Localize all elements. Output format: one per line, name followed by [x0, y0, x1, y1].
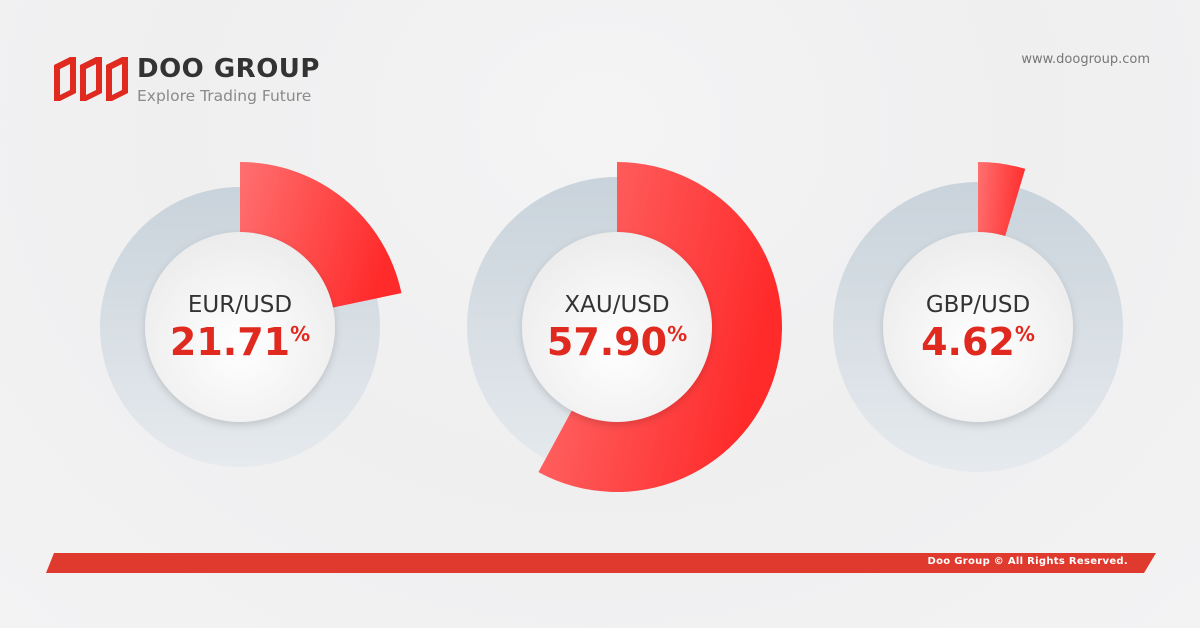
donut-center — [522, 232, 712, 422]
donut-center — [883, 232, 1073, 422]
brand-tagline: Explore Trading Future — [137, 87, 312, 105]
copyright-text: Doo Group © All Rights Reserved. — [927, 556, 1128, 567]
doo-logo-icon — [54, 57, 128, 101]
footer-bar — [46, 553, 1156, 573]
percent-value: 57.90% — [546, 320, 688, 364]
donut-label: GBP/USD 4.62% — [878, 292, 1078, 364]
percent-value: 4.62% — [921, 320, 1035, 364]
percent-value: 21.71% — [169, 320, 311, 364]
pair-label: XAU/USD — [564, 292, 670, 318]
brand-name: DOO GROUP — [137, 54, 320, 84]
pair-label: EUR/USD — [187, 292, 293, 318]
donut-label: XAU/USD 57.90% — [517, 292, 717, 364]
donut-center — [145, 232, 335, 422]
website-link[interactable]: www.doogroup.com — [1021, 52, 1150, 67]
pair-label: GBP/USD — [925, 292, 1031, 318]
donut-label: EUR/USD 21.71% — [140, 292, 340, 364]
